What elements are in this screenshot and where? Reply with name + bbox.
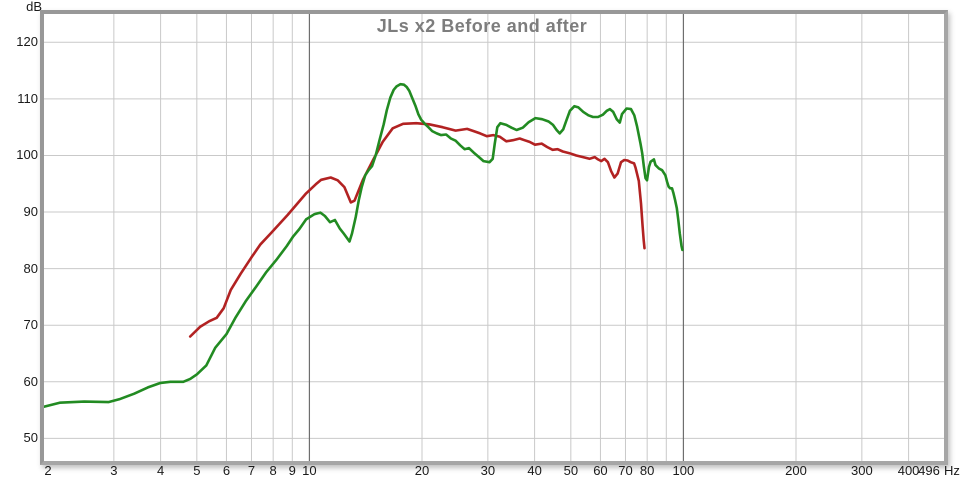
y-tick-label-60: 60 xyxy=(23,373,38,389)
x-tick-label-496: 496 xyxy=(918,463,940,478)
x-tick-label-70: 70 xyxy=(618,463,633,478)
plot-area xyxy=(40,10,948,465)
x-tick-label-100: 100 xyxy=(672,463,695,478)
x-tick-label-4: 4 xyxy=(156,463,165,478)
x-tick-label-50: 50 xyxy=(563,463,579,478)
y-tick-label-80: 80 xyxy=(23,260,38,276)
x-tick-label-5: 5 xyxy=(193,463,201,478)
green-trace-path xyxy=(44,82,684,408)
x-tick-label-6: 6 xyxy=(222,463,231,478)
x-tick-label-10: 10 xyxy=(302,463,317,478)
x-tick-label-80: 80 xyxy=(639,463,655,478)
x-tick-label-8: 8 xyxy=(269,463,277,478)
y-tick-label-120: 120 xyxy=(16,34,38,50)
x-tick-label-200: 200 xyxy=(785,463,807,478)
x-tick-label-9: 9 xyxy=(288,463,296,478)
x-axis-unit-label: Hz xyxy=(944,463,960,478)
x-tick-label-40: 40 xyxy=(527,463,542,478)
y-axis-unit-label: dB xyxy=(26,0,42,14)
x-tick-label-30: 30 xyxy=(480,463,496,478)
x-tick-label-3: 3 xyxy=(110,463,118,478)
x-tick-label-300: 300 xyxy=(850,463,873,478)
y-tick-label-100: 100 xyxy=(16,147,38,163)
y-tick-label-90: 90 xyxy=(23,204,38,220)
x-tick-label-2: 2 xyxy=(44,463,52,478)
x-tick-label-20: 20 xyxy=(414,463,430,478)
x-tick-label-60: 60 xyxy=(593,463,608,478)
plot-canvas xyxy=(44,14,944,461)
y-tick-label-110: 110 xyxy=(17,90,38,106)
x-tick-label-400: 400 xyxy=(897,463,920,478)
y-tick-label-50: 50 xyxy=(23,430,38,446)
red-trace-path xyxy=(188,121,646,338)
x-tick-label-7: 7 xyxy=(247,463,256,478)
y-tick-label-70: 70 xyxy=(23,317,38,333)
